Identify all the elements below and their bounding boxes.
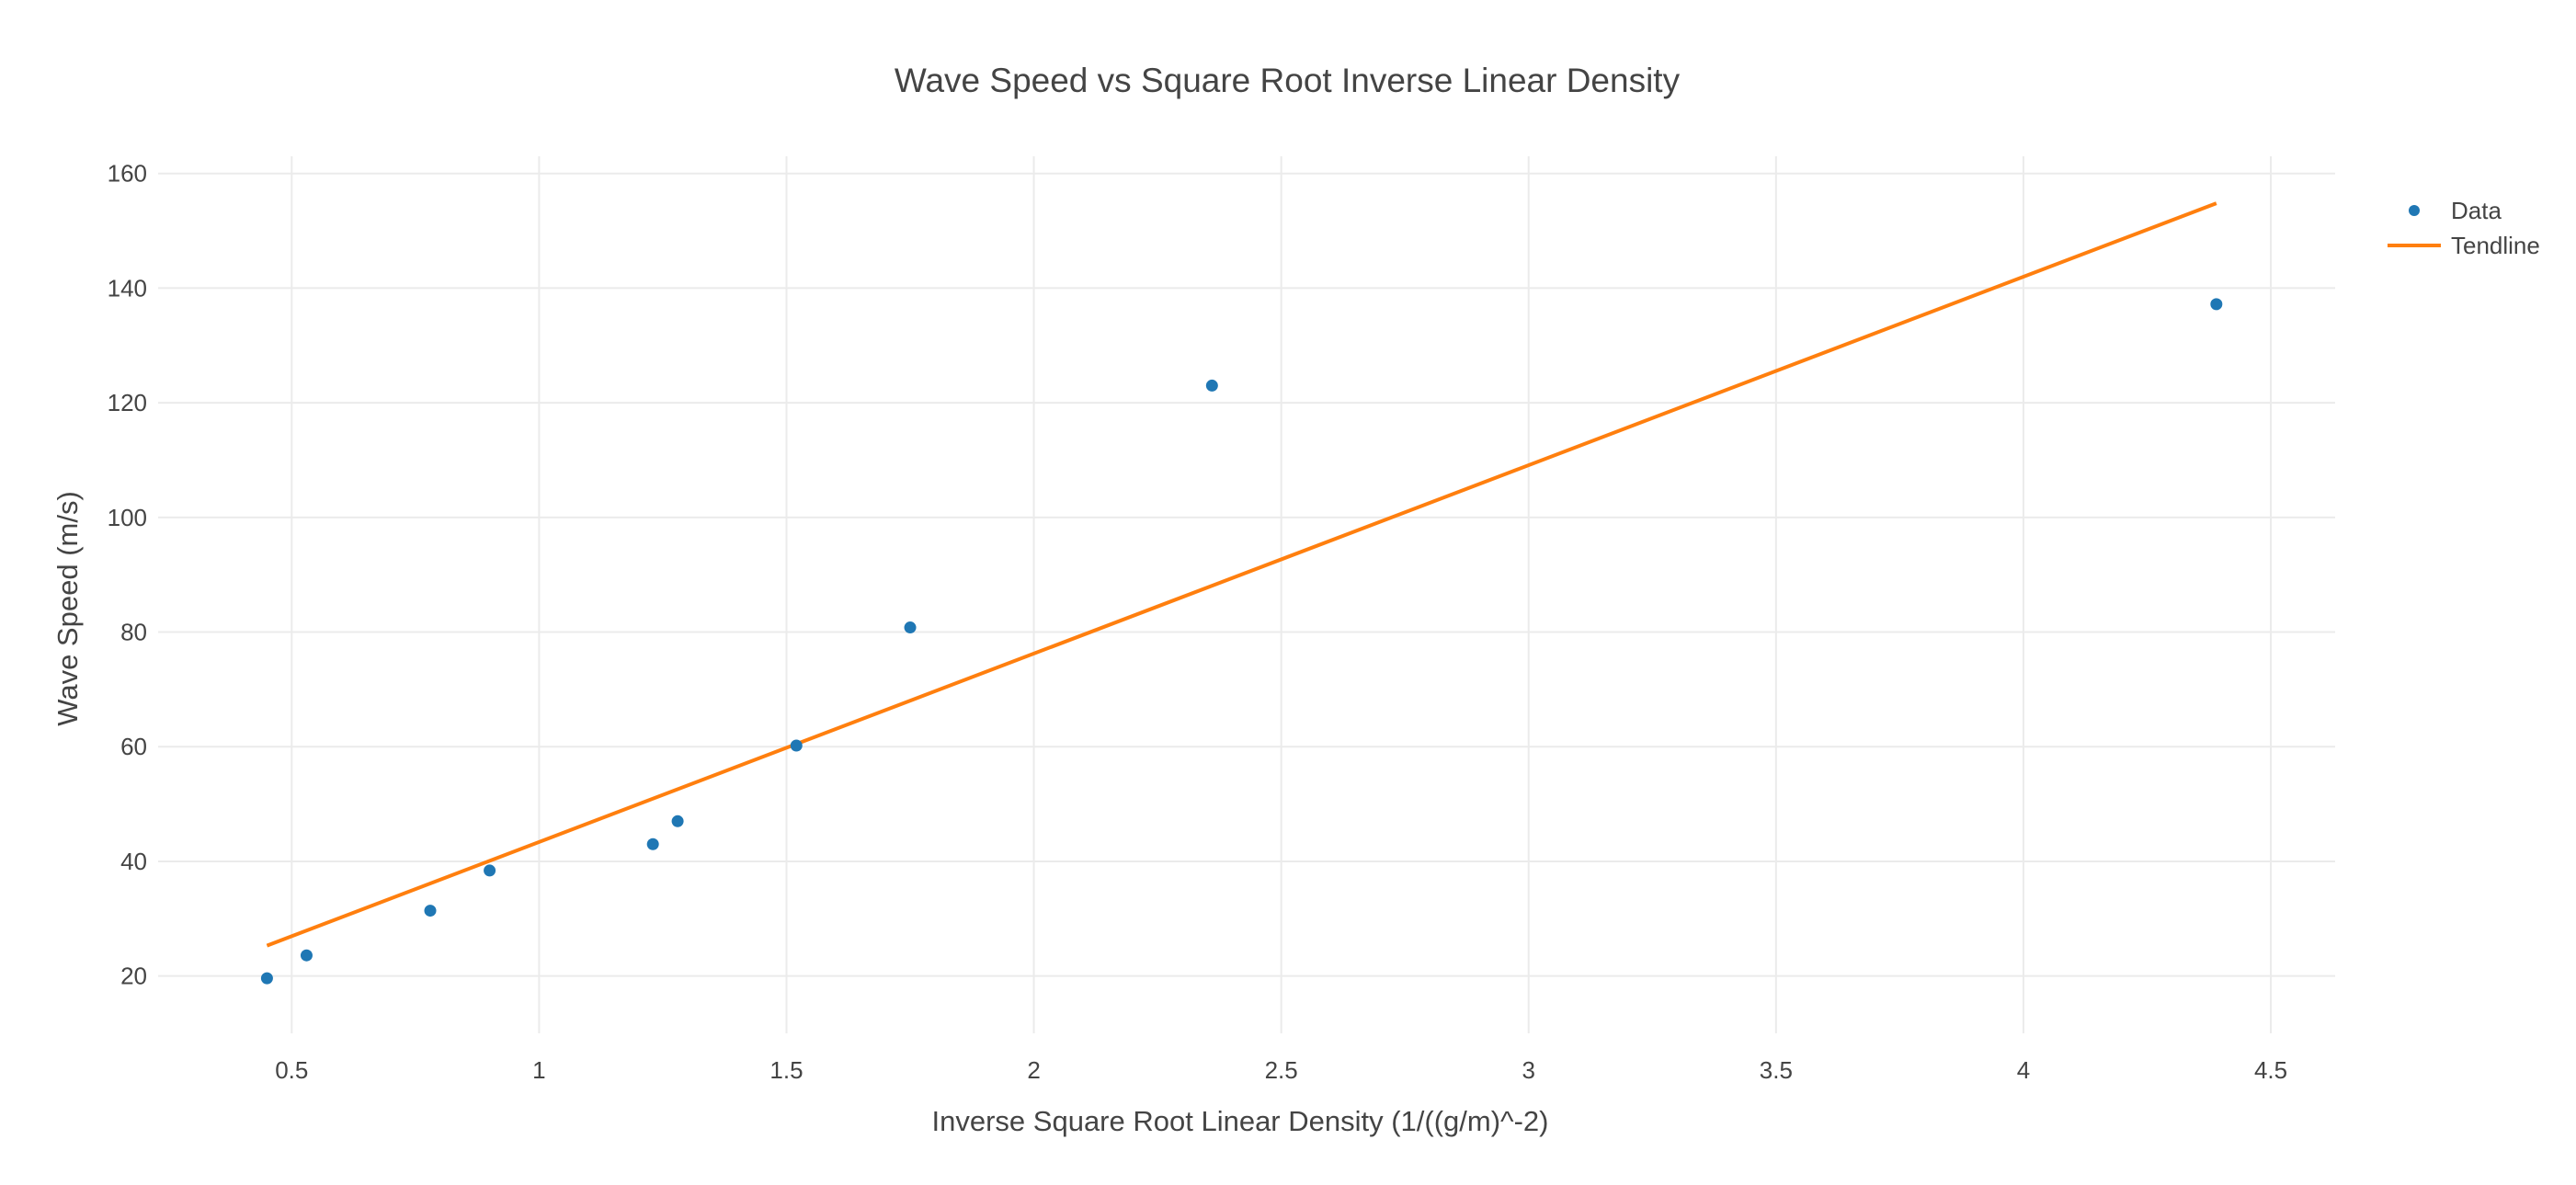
x-gridlines	[291, 156, 2273, 1033]
y-tick-label: 60	[120, 733, 147, 760]
y-tick-label: 80	[120, 619, 147, 646]
y-tick-label: 120	[108, 389, 147, 416]
x-tick-label: 2	[1027, 1056, 1040, 1084]
chart-title: Wave Speed vs Square Root Inverse Linear…	[895, 62, 1681, 99]
trendline	[266, 201, 2217, 948]
legend-item-tendline[interactable]: Tendline	[2388, 232, 2540, 259]
data-point[interactable]	[1205, 379, 1218, 392]
x-tick-label: 3	[1522, 1056, 1535, 1084]
x-tick-label: 1.5	[769, 1056, 803, 1084]
x-tick-label: 2.5	[1265, 1056, 1298, 1084]
data-point[interactable]	[646, 837, 659, 850]
legend-label-data: Data	[2451, 197, 2502, 224]
y-tick-label: 160	[108, 160, 147, 188]
data-point[interactable]	[300, 949, 313, 962]
legend-item-data[interactable]: Data	[2409, 197, 2502, 224]
y-tick-labels: 20 40 60 80 100 120 140 160	[108, 160, 147, 990]
x-tick-label: 4	[2017, 1056, 2030, 1084]
y-gridlines	[158, 172, 2335, 977]
x-tick-labels: 0.5 1 1.5 2 2.5 3 3.5 4 4.5	[275, 1056, 2287, 1084]
y-tick-label: 100	[108, 504, 147, 531]
y-tick-label: 20	[120, 963, 147, 990]
x-axis-title: Inverse Square Root Linear Density (1/((…	[932, 1105, 1549, 1137]
plot-series	[260, 201, 2223, 985]
x-tick-label: 1	[532, 1056, 545, 1084]
x-tick-label: 3.5	[1760, 1056, 1793, 1084]
data-point[interactable]	[2210, 298, 2223, 311]
x-tick-label: 0.5	[275, 1056, 308, 1084]
x-tick-label: 4.5	[2254, 1056, 2287, 1084]
data-point[interactable]	[671, 815, 684, 827]
y-tick-label: 140	[108, 274, 147, 302]
legend-label-tendline: Tendline	[2451, 232, 2540, 259]
data-point[interactable]	[260, 972, 273, 985]
legend: Data Tendline	[2388, 197, 2540, 259]
y-tick-label: 40	[120, 848, 147, 875]
data-point[interactable]	[904, 621, 917, 634]
data-point[interactable]	[424, 905, 437, 917]
y-axis-title: Wave Speed (m/s)	[51, 491, 84, 726]
data-point[interactable]	[484, 864, 496, 877]
data-point[interactable]	[790, 739, 803, 752]
legend-marker-data	[2409, 205, 2420, 216]
